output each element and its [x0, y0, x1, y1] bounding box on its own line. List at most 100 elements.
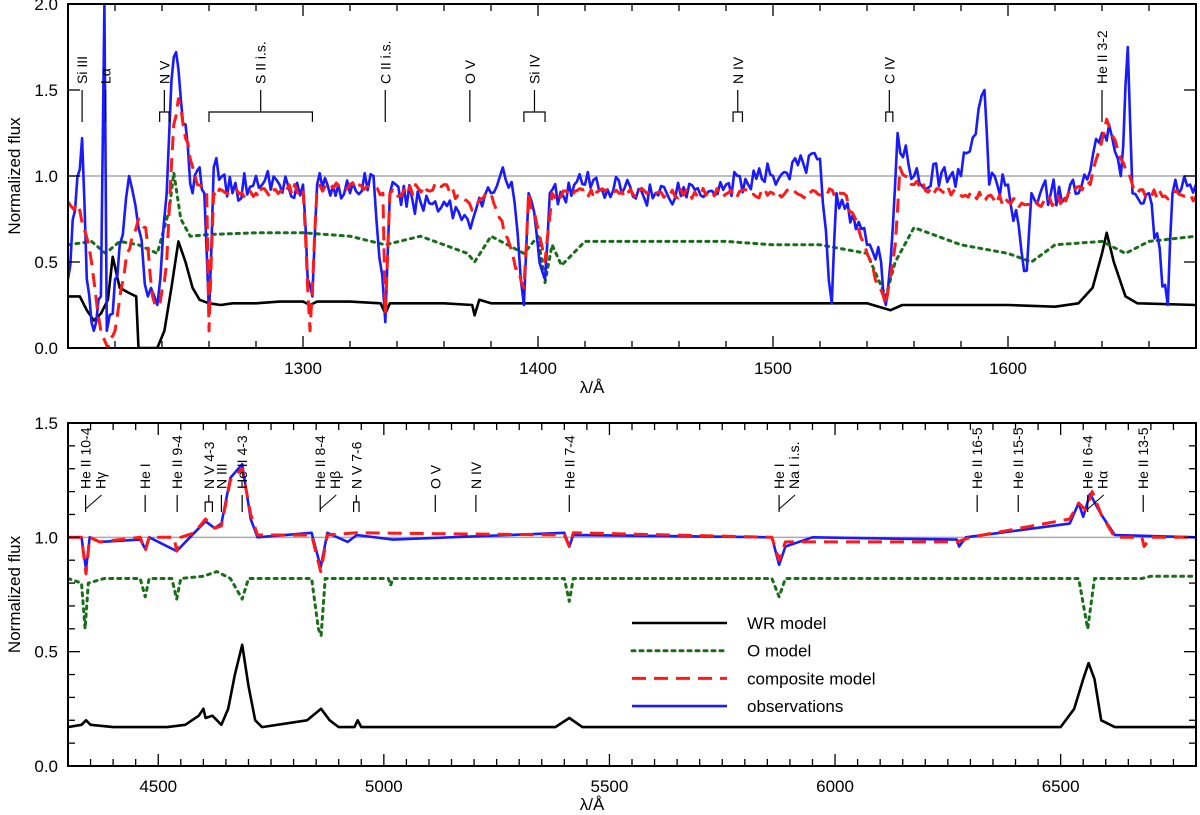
series-observations	[68, 4, 1196, 333]
line-id-label: He I	[771, 463, 787, 489]
line-id-label: N III	[213, 463, 229, 489]
x-tick-label: 6500	[1042, 777, 1080, 796]
line-id-marker: O V	[462, 59, 478, 122]
line-id-label: Hα	[1095, 471, 1111, 489]
legend-entry: observations	[632, 697, 843, 716]
line-id-bracket	[208, 111, 313, 122]
line-id-label: He II 10-4	[78, 427, 94, 489]
line-id-bracket	[885, 111, 894, 122]
line-id-connector	[319, 494, 337, 510]
y-tick-label: 1.0	[34, 167, 58, 186]
x-tick-label: 1600	[989, 359, 1027, 378]
line-id-marker: C II i.s.	[377, 40, 393, 122]
y-tick-label: 1.0	[34, 528, 58, 547]
y-tick-label: 2.0	[34, 0, 58, 14]
line-id-marker: He II 4-3	[234, 435, 250, 512]
legend: WR model O model composite model observatio…	[630, 614, 876, 716]
series-wr-model	[68, 231, 1196, 348]
line-id-marker: Si IV	[523, 54, 546, 122]
y-tick-label: 0.5	[34, 253, 58, 272]
legend-entry: O model	[630, 642, 811, 661]
line-id-label: He II 4-3	[234, 435, 250, 489]
line-id-label: Lα	[98, 68, 114, 84]
legend-entry: WR model	[632, 614, 826, 633]
line-id-marker: He II 3-2	[1094, 30, 1110, 122]
line-id-marker: N IV	[730, 56, 746, 122]
line-id-marker: N V 7-6	[348, 441, 364, 512]
line-id-label: N IV	[468, 461, 484, 489]
line-id-marker: O V	[427, 464, 443, 512]
y-tick-label: 0.5	[34, 643, 58, 662]
x-tick-label: 5500	[591, 777, 629, 796]
series-group	[68, 4, 1196, 348]
line-id-marker: He II 8-4 Hβ	[312, 435, 343, 512]
line-id-label: Na I i.s.	[786, 442, 802, 489]
panel-2: 4500 5000 5500 6000 6500 0.0 0.5 1.0 1.5 λ/Å Norma…	[5, 414, 1197, 814]
x-tick-label: 1400	[519, 359, 557, 378]
line-id-label: C II i.s.	[377, 40, 393, 84]
y-tick-label: 0.0	[34, 339, 58, 358]
line-id-connector	[85, 494, 102, 510]
line-id-marker: He II 7-4	[561, 435, 577, 512]
series-composite-model	[68, 97, 1196, 348]
series-wr-model	[68, 643, 1196, 729]
line-id-marker: He I	[137, 463, 153, 512]
line-id-connector	[1087, 494, 1105, 510]
line-id-bracket	[732, 111, 744, 122]
line-id-label: He II 13-5	[1135, 427, 1151, 489]
line-id-marker: N IV	[468, 461, 484, 512]
line-id-label: N IV	[730, 56, 746, 84]
line-id-label: N V	[156, 60, 172, 84]
line-id-label: Hβ	[327, 471, 343, 489]
line-id-marker: He II 9-4	[169, 435, 185, 512]
line-id-label: Si III	[74, 56, 90, 84]
legend-entry: composite model	[632, 669, 876, 688]
line-id-marker: He II 16-5	[969, 427, 985, 512]
line-id-bracket	[159, 111, 170, 122]
line-id-label: Hγ	[93, 472, 109, 489]
line-id-label: He II 15-5	[1010, 427, 1026, 489]
x-axis-title: λ/Å	[580, 378, 605, 397]
line-id-marker: He II 6-4 Hα	[1080, 435, 1111, 512]
panel-1: 1300 1400 1500 1600 0.0 0.5 1.0 1.5 2.0 λ/Å Normal…	[5, 0, 1197, 397]
line-id-marker: C IV	[881, 56, 897, 122]
y-axis-title: Normalized flux	[5, 117, 24, 235]
line-id-label: He I	[137, 463, 153, 489]
legend-label: WR model	[747, 614, 826, 633]
line-id-bracket	[523, 111, 546, 122]
line-id-label: He II 16-5	[969, 427, 985, 489]
x-tick-label: 1500	[754, 359, 792, 378]
line-id-label: C IV	[881, 56, 897, 84]
line-id-label: O V	[462, 59, 478, 84]
series-o-model	[68, 570, 1196, 638]
legend-label: composite model	[747, 669, 876, 688]
legend-label: O model	[747, 642, 811, 661]
line-id-marker: N III	[213, 463, 229, 512]
series-group	[68, 462, 1196, 729]
y-axis-title: Normalized flux	[5, 535, 24, 653]
x-tick-label: 5000	[365, 777, 403, 796]
line-id-marker: Si III	[74, 56, 90, 122]
line-id-label: He II 6-4	[1080, 435, 1096, 489]
line-id-label: Si IV	[526, 54, 542, 84]
y-tick-label: 1.5	[34, 81, 58, 100]
line-id-marker: He II 15-5	[1010, 427, 1026, 512]
x-tick-label: 6000	[816, 777, 854, 796]
line-id-marker: He II 13-5	[1135, 427, 1151, 512]
series-composite-model	[68, 467, 1196, 576]
line-id-marker: He I Na I i.s.	[771, 442, 802, 512]
line-id-connector	[778, 494, 796, 510]
y-tick-label: 0.0	[34, 757, 58, 776]
y-tick-label: 1.5	[34, 414, 58, 433]
line-id-marker: S II i.s.	[208, 41, 313, 122]
line-id-label: He II 3-2	[1094, 30, 1110, 84]
line-id-label: He II 9-4	[169, 435, 185, 489]
line-id-label: He II 7-4	[561, 435, 577, 489]
line-id-label: He II 8-4	[312, 435, 328, 489]
line-id-bracket	[204, 501, 213, 512]
line-id-label: N V 7-6	[348, 441, 364, 489]
line-id-marker: N V 4-3	[201, 441, 217, 512]
line-id-label: N V 4-3	[201, 441, 217, 489]
legend-label: observations	[747, 697, 843, 716]
